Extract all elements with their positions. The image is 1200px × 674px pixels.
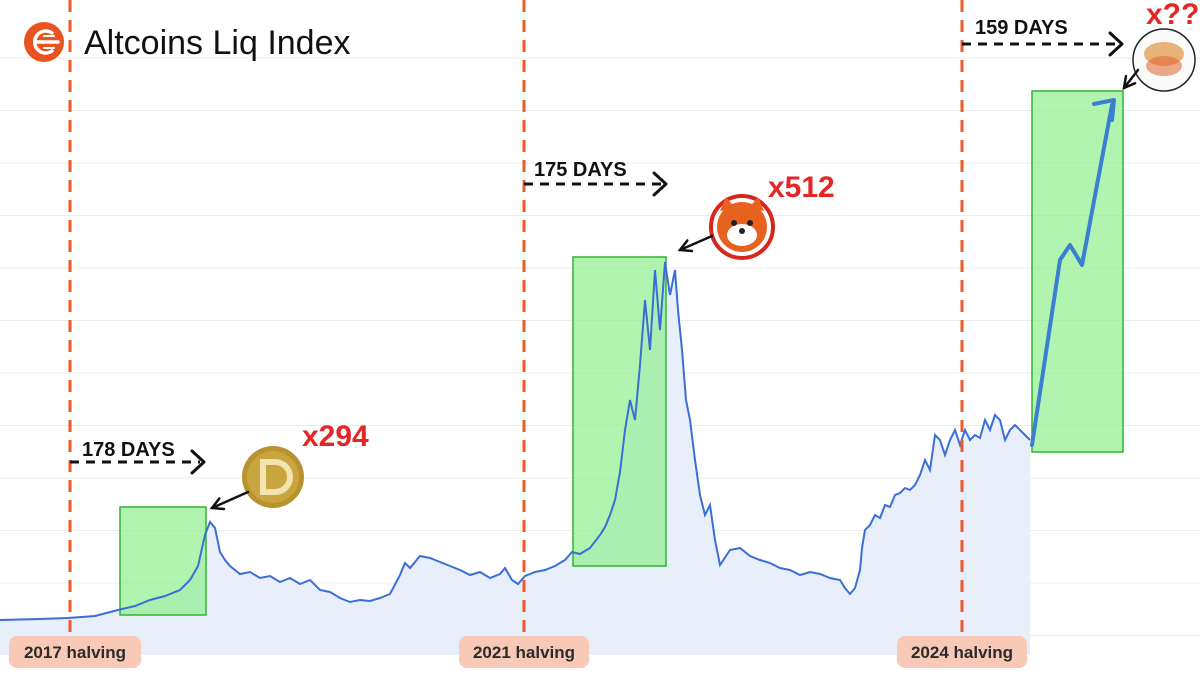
- days-arrow-head-2: [652, 171, 668, 197]
- days-arrow-head-1: [190, 449, 206, 475]
- projection-arrow-head: [1092, 98, 1116, 122]
- days-label-2: 175 DAYS: [534, 159, 627, 181]
- shiba-inu-icon: [709, 194, 775, 260]
- highlight-box-2: [572, 256, 667, 567]
- index-area-fill: [0, 262, 1030, 655]
- coin-pointer-head-2: [677, 239, 694, 253]
- multiplier-label-2: x512: [768, 171, 835, 204]
- days-arrow-head-3: [1108, 31, 1124, 57]
- halving-markers: 2017 halving 2021 halving 2024 halving: [9, 0, 1027, 668]
- coin-pointer-head-3: [1122, 74, 1137, 91]
- days-label-1: 178 DAYS: [82, 439, 175, 461]
- halving-label-bg-1: [9, 636, 141, 668]
- halving-label-1: 2017 halving: [24, 643, 126, 662]
- days-label-3: 159 DAYS: [975, 17, 1068, 39]
- shiba-muzzle: [727, 224, 757, 246]
- halving-label-2: 2021 halving: [473, 643, 575, 662]
- annotations: 178 DAYS x294 175 DAYS x512 159 DAYS x???: [70, 0, 1200, 511]
- projection-arrow-line: [1030, 103, 1114, 447]
- coin-pointer-arrow-3: [1122, 68, 1140, 90]
- header: Altcoins Liq Index: [24, 22, 351, 62]
- page-title: Altcoins Liq Index: [84, 24, 351, 62]
- mystery-coin-icon: [1132, 28, 1196, 92]
- multiplier-label-3: x???: [1146, 0, 1200, 31]
- shiba-nose: [739, 228, 745, 234]
- mystery-coin-blur-bottom: [1146, 56, 1182, 76]
- halving-label-bg-2: [459, 636, 589, 668]
- liquidity-index-logo-icon: [24, 22, 64, 62]
- highlight-box-1: [119, 506, 207, 616]
- dogecoin-icon: [242, 446, 304, 508]
- highlight-box-3: [1031, 90, 1124, 453]
- highlight-boxes: [119, 90, 1124, 616]
- shiba-eye-right: [747, 220, 753, 226]
- shiba-ear-left: [720, 197, 736, 211]
- coin-d-letter: [260, 459, 293, 495]
- shiba-ear-right: [748, 197, 764, 211]
- halving-label-bg-3: [897, 636, 1027, 668]
- coin-pointer-arrow-2: [678, 234, 714, 252]
- index-line: [0, 261, 1031, 621]
- shiba-eye-left: [731, 220, 737, 226]
- halving-label-3: 2024 halving: [911, 643, 1013, 662]
- coin-pointer-arrow-1: [210, 490, 250, 510]
- coin-pointer-head-1: [209, 497, 226, 511]
- multiplier-label-1: x294: [302, 420, 369, 453]
